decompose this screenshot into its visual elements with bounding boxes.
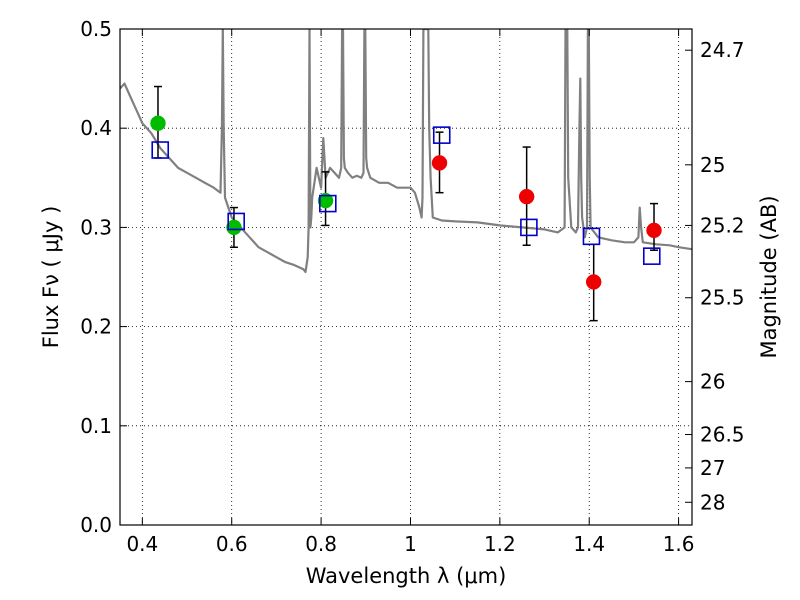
magnitude-axis-label: Magnitude (AB) [757,195,781,358]
grid-lines [120,29,692,525]
y-axis-label: Flux Fν ( μJy ) [39,206,63,349]
magnitude-tick-label: 25.5 [700,286,745,310]
x-tick-label: 1 [404,532,417,556]
points-layer [150,115,662,290]
x-axis-label: Wavelength λ (μm) [306,564,507,588]
model-spectrum-line [120,29,692,274]
model-photometry-square [582,227,601,246]
magnitude-tick-label: 26 [700,370,725,394]
model-spectrum-layer [120,29,692,274]
x-tick-label: 0.8 [305,532,337,556]
magnitude-tick-label: 26.5 [700,423,745,447]
red-point [646,222,662,239]
green-point [150,115,166,131]
magnitude-tick-label: 25 [700,153,725,177]
red-point [585,274,602,290]
model-photometry-square [318,194,337,213]
squares-layer [151,126,661,265]
green-point [226,219,242,236]
plot-frame [119,28,693,526]
magnitude-tick-label: 24.7 [700,38,745,62]
x-tick-label: 0.4 [126,532,158,556]
x-tick-label: 0.6 [216,532,248,556]
x-tick-label: 1.4 [573,532,605,556]
model-photometry-square [432,126,451,144]
y-axis-ticks: 0.0 0.1 0.2 0.3 0.4 0.5 [80,17,127,537]
y-tick-label: 0.0 [80,513,112,537]
x-tick-label: 1.6 [663,532,695,556]
y-tick-label: 0.4 [80,116,112,140]
green-point [317,192,334,209]
y-tick-label: 0.3 [80,215,112,239]
y-tick-label: 0.2 [80,315,112,339]
red-point [518,188,535,205]
magnitude-tick-label: 28 [700,490,725,514]
red-point [431,155,448,171]
model-photometry-square [227,212,245,231]
magnitude-axis-ticks: 24.7 25 25.2 25.5 26 26.5 27 28 [685,38,745,514]
x-tick-label: 1.2 [484,532,516,556]
model-photometry-square [520,218,538,237]
model-photometry-square [642,247,661,265]
model-photometry-square [151,141,170,159]
magnitude-tick-label: 25.2 [700,213,745,237]
magnitude-tick-label: 27 [700,456,725,480]
x-axis-ticks: 0.4 0.6 0.8 1 1.2 1.4 1.6 [126,29,695,556]
y-tick-label: 0.1 [80,414,112,438]
y-tick-label: 0.5 [80,17,112,41]
